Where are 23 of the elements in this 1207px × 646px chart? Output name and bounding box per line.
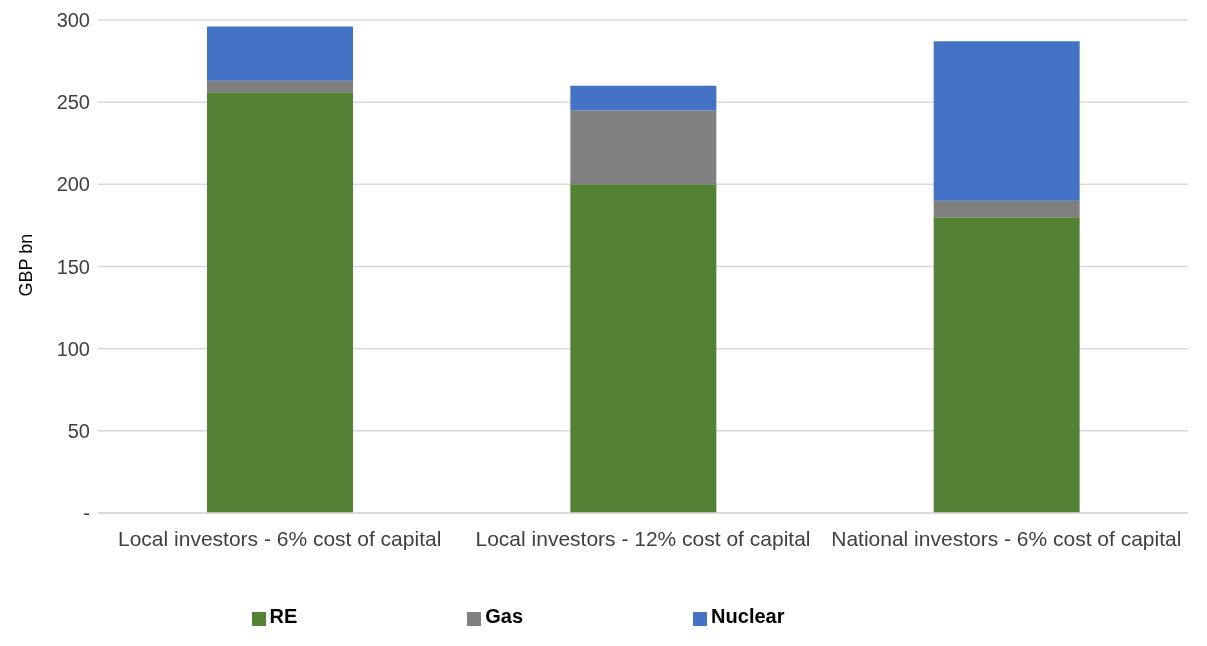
y-tick-label: 100 [56,337,90,360]
legend-label: Gas [485,605,524,627]
bar [933,217,1080,513]
y-tick-label: 50 [67,419,90,442]
legend-label: RE [269,605,298,627]
y-tick-label: - [83,502,90,525]
bar [570,184,717,513]
bar [933,41,1080,201]
y-tick-label: 300 [56,9,90,32]
legend-label: Nuclear [711,605,785,627]
bar [207,26,353,81]
y-axis-title: GBP bn [16,233,37,297]
bar [933,200,1080,218]
bar [207,92,353,513]
bar [570,85,717,111]
y-tick-label: 150 [56,255,90,278]
x-tick-label: National investors - 6% cost of capital [831,526,1182,550]
x-tick-label: Local investors - 6% cost of capital [118,526,442,550]
y-tick-label: 200 [56,173,90,196]
bar [570,110,717,185]
bar [207,80,353,93]
x-tick-label: Local investors - 12% cost of capital [475,526,811,550]
y-tick-label: 250 [56,91,90,114]
